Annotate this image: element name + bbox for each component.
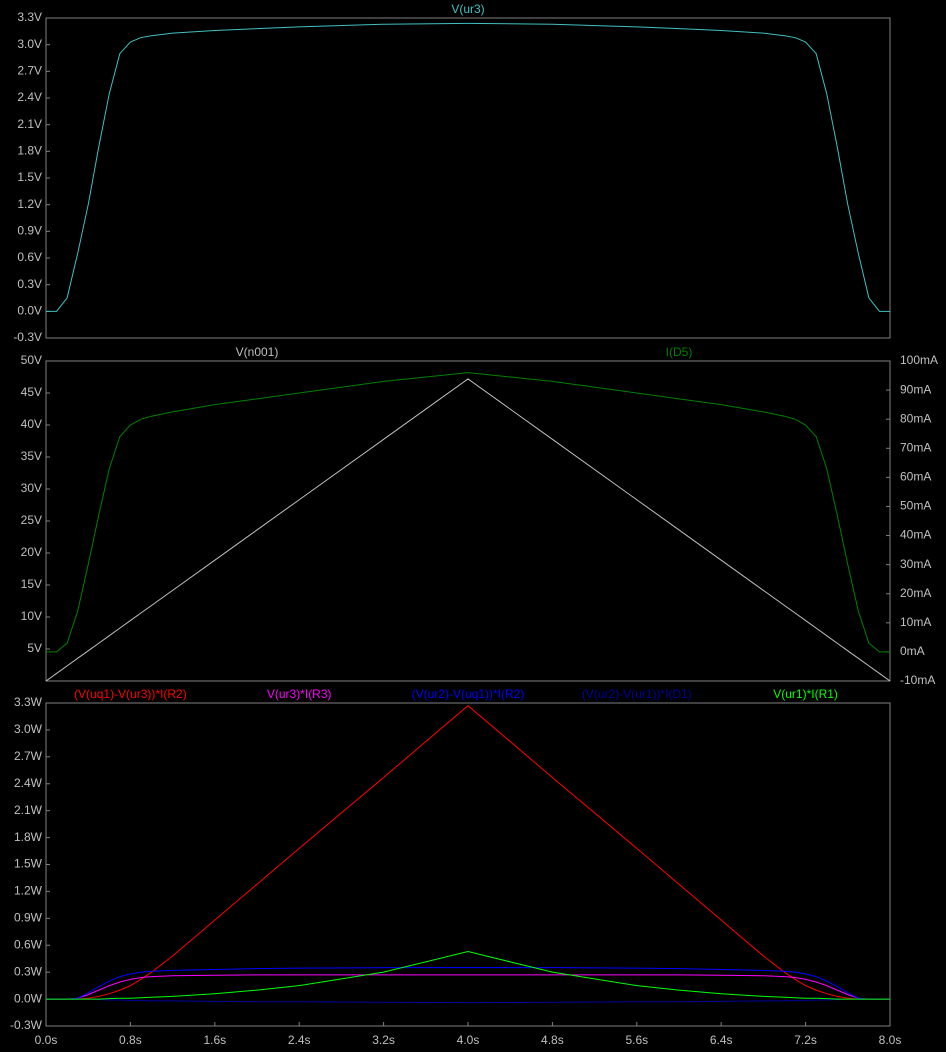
y2-tick-label: -10mA: [900, 673, 935, 687]
x-tick-label: 4.8s: [541, 1033, 564, 1047]
series-line: [46, 967, 890, 1000]
y2-tick-label: 10mA: [900, 615, 931, 629]
y2-tick-label: 40mA: [900, 528, 931, 542]
series-label: V(n001): [236, 345, 279, 359]
x-tick-label: 8.0s: [879, 1033, 902, 1047]
series-label: (V(ur2)-V(ur1))*I(D1): [582, 687, 692, 701]
y-tick-label: 15V: [21, 577, 42, 591]
y-tick-label: 5V: [27, 641, 42, 655]
y-tick-label: 0.3W: [14, 964, 43, 978]
y-tick-label: 0.0W: [14, 991, 43, 1005]
y-tick-label: 3.3V: [17, 10, 42, 24]
series-label: (V(uq1)-V(ur3))*I(R2): [74, 687, 187, 701]
x-tick-label: 0.8s: [119, 1033, 142, 1047]
y-tick-label: 0.6W: [14, 937, 43, 951]
y-tick-label: 45V: [21, 385, 42, 399]
y-tick-label: 30V: [21, 481, 42, 495]
y-tick-label: 40V: [21, 417, 42, 431]
y2-tick-label: 50mA: [900, 499, 931, 513]
x-tick-label: 1.6s: [203, 1033, 226, 1047]
series-label: V(ur3): [451, 2, 484, 16]
y-tick-label: 2.4V: [17, 90, 42, 104]
series-label: V(ur1)*I(R1): [773, 687, 838, 701]
x-tick-label: 7.2s: [794, 1033, 817, 1047]
y-tick-label: 2.7W: [14, 749, 43, 763]
series-line: [46, 705, 890, 1000]
plot-frame: [45, 360, 891, 682]
series-line: [46, 372, 890, 653]
y2-tick-label: 90mA: [900, 382, 931, 396]
y-tick-label: 3.0V: [17, 37, 42, 51]
y-tick-label: 25V: [21, 513, 42, 527]
y-tick-label: 2.4W: [14, 776, 43, 790]
y-tick-label: 0.3V: [17, 277, 42, 291]
y-tick-label: 1.2V: [17, 197, 42, 211]
series-line: [46, 951, 890, 1000]
plot-frame: [45, 17, 891, 339]
x-tick-label: 6.4s: [710, 1033, 733, 1047]
y2-tick-label: 100mA: [900, 353, 938, 367]
series-line: [45, 378, 891, 682]
series-label: I(D5): [666, 345, 693, 359]
x-tick-label: 2.4s: [288, 1033, 311, 1047]
y-tick-label: 2.1V: [17, 117, 42, 131]
y2-tick-label: 20mA: [900, 586, 931, 600]
x-tick-label: 5.6s: [625, 1033, 648, 1047]
y-tick-label: 35V: [21, 449, 42, 463]
y2-tick-label: 60mA: [900, 470, 931, 484]
y-tick-label: 1.2W: [14, 884, 43, 898]
y-tick-label: 0.9W: [14, 911, 43, 925]
y-tick-label: 1.8W: [14, 830, 43, 844]
y2-tick-label: 0mA: [900, 644, 925, 658]
y-tick-label: 0.6V: [17, 250, 42, 264]
y-tick-label: 1.5W: [14, 857, 43, 871]
y-tick-label: 1.8V: [17, 144, 42, 158]
y-tick-label: 3.0W: [14, 722, 43, 736]
y-tick-label: 3.3W: [14, 695, 43, 709]
series-line: [46, 974, 890, 1000]
y2-tick-label: 70mA: [900, 440, 931, 454]
y2-tick-label: 30mA: [900, 557, 931, 571]
y-tick-label: 10V: [21, 609, 42, 623]
y-tick-label: -0.3V: [13, 330, 42, 344]
y-tick-label: 0.0V: [17, 304, 42, 318]
y2-tick-label: 80mA: [900, 411, 931, 425]
series-label: (V(ur2)-V(uq1))*I(R2): [412, 687, 525, 701]
y-tick-label: 20V: [21, 545, 42, 559]
x-tick-label: 3.2s: [372, 1033, 395, 1047]
series-line: [46, 22, 890, 312]
x-tick-label: 0.0s: [35, 1033, 58, 1047]
y-tick-label: -0.3W: [10, 1018, 43, 1032]
plot-frame: [45, 702, 891, 1027]
y-tick-label: 50V: [21, 353, 42, 367]
y-tick-label: 0.9V: [17, 224, 42, 238]
y-tick-label: 1.5V: [17, 170, 42, 184]
x-tick-label: 4.0s: [457, 1033, 480, 1047]
y-tick-label: 2.7V: [17, 64, 42, 78]
series-line: [46, 998, 890, 1004]
y-tick-label: 2.1W: [14, 803, 43, 817]
series-label: V(ur3)*I(R3): [267, 687, 332, 701]
